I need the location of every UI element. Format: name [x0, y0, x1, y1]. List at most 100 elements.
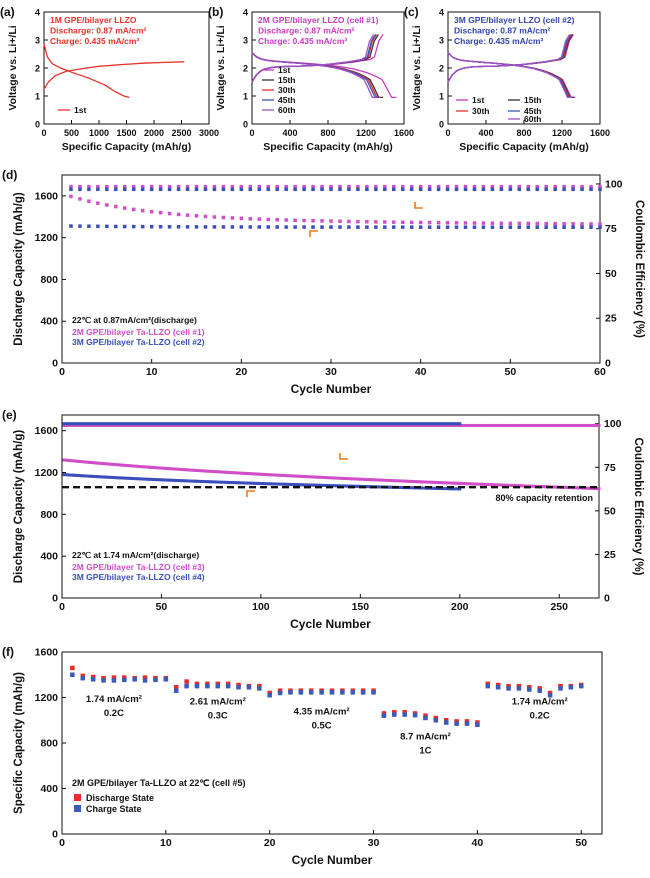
- capacity-point: [267, 473, 271, 477]
- capacity-point: [257, 225, 262, 229]
- capacity-point: [230, 225, 235, 229]
- capacity-point: [66, 473, 70, 477]
- efficiency-point: [410, 423, 414, 427]
- capacity-point: [442, 487, 446, 491]
- condition-note: 2M GPE/bilayer Ta-LLZO at 22℃ (cell #5): [72, 778, 246, 788]
- capacity-point: [486, 482, 490, 486]
- x-tick-label: 30: [368, 837, 380, 849]
- efficiency-point: [438, 423, 442, 427]
- capacity-point: [165, 467, 169, 471]
- capacity-point: [243, 481, 247, 485]
- efficiency-point: [275, 423, 279, 427]
- capacity-point: [149, 224, 154, 229]
- x-tick-label: 1200: [552, 128, 572, 138]
- capacity-point: [498, 483, 502, 487]
- capacity-point: [422, 480, 426, 484]
- efficiency-point: [436, 187, 441, 192]
- y-tick-label: 400: [40, 316, 58, 328]
- efficiency-point: [271, 423, 275, 427]
- capacity-point: [153, 466, 157, 470]
- efficiency-point: [406, 422, 410, 426]
- capacity-point: [203, 214, 208, 219]
- capacity-point: [383, 220, 387, 224]
- efficiency-point: [392, 184, 396, 189]
- efficiency-point: [342, 423, 346, 427]
- efficiency-point: [293, 423, 297, 427]
- efficiency-point: [293, 184, 297, 189]
- efficiency-point: [275, 422, 279, 426]
- efficiency-point: [158, 187, 163, 192]
- efficiency-point: [354, 423, 358, 427]
- efficiency-point: [82, 422, 86, 426]
- efficiency-point: [366, 423, 370, 427]
- capacity-point: [440, 487, 444, 491]
- capacity-point: [285, 474, 289, 478]
- efficiency-point: [243, 423, 247, 427]
- capacity-point: [456, 481, 460, 485]
- efficiency-point: [544, 187, 548, 192]
- efficiency-point: [598, 184, 602, 189]
- capacity-point: [215, 470, 219, 474]
- efficiency-point: [508, 187, 513, 192]
- efficiency-point: [287, 423, 291, 427]
- efficiency-point: [136, 422, 140, 426]
- efficiency-point: [317, 422, 321, 426]
- arrow-capacity-axis: [309, 230, 318, 237]
- efficiency-point: [344, 422, 348, 426]
- capacity-point: [98, 475, 102, 479]
- capacity-point: [72, 459, 76, 463]
- capacity-point: [420, 486, 424, 490]
- efficiency-point: [492, 423, 496, 427]
- capacity-point: [207, 480, 211, 484]
- efficiency-point: [251, 423, 255, 427]
- capacity-point: [88, 474, 92, 478]
- efficiency-point: [146, 422, 150, 426]
- capacity-point: [321, 475, 325, 479]
- efficiency-point: [544, 184, 548, 189]
- y-axis-label: Voltage vs. Li+/Li: [215, 25, 227, 110]
- efficiency-point: [209, 422, 213, 426]
- x-tick-label: 3000: [199, 128, 219, 138]
- charge-point: [236, 685, 241, 690]
- y-tick-label: 4: [35, 8, 40, 18]
- capacity-point: [68, 473, 72, 477]
- efficiency-point: [275, 184, 279, 189]
- efficiency-point: [329, 423, 332, 427]
- efficiency-point: [159, 422, 163, 426]
- efficiency-point: [163, 422, 167, 426]
- efficiency-point: [311, 422, 315, 426]
- efficiency-point: [90, 423, 94, 427]
- rate-c-label: 0.5C: [312, 721, 332, 732]
- capacity-point: [404, 479, 408, 483]
- capacity-point: [189, 468, 193, 472]
- efficiency-point: [167, 423, 171, 427]
- efficiency-point: [490, 184, 495, 189]
- efficiency-point: [388, 423, 392, 427]
- x-tick-label: 40: [472, 837, 484, 849]
- capacity-point: [330, 476, 334, 480]
- capacity-point: [319, 475, 323, 479]
- efficiency-point: [80, 423, 84, 427]
- x-tick-label: 500: [64, 128, 79, 138]
- legend-label: 45th: [524, 106, 541, 116]
- efficiency-point: [233, 422, 237, 426]
- legend-label: 3M GPE/bilayer Ta-LLZO (cell #4): [72, 572, 205, 582]
- capacity-point: [338, 219, 342, 224]
- efficiency-point: [450, 423, 454, 427]
- capacity-point: [374, 225, 378, 229]
- capacity-point: [438, 481, 442, 485]
- efficiency-point: [472, 187, 477, 192]
- efficiency-point: [205, 422, 209, 426]
- efficiency-point: [313, 423, 317, 427]
- efficiency-point: [329, 187, 333, 192]
- efficiency-point: [515, 423, 519, 427]
- capacity-point: [438, 486, 442, 490]
- capacity-point: [440, 481, 444, 485]
- capacity-point: [356, 484, 360, 488]
- discharge-point: [257, 683, 262, 689]
- capacity-point: [66, 458, 70, 462]
- capacity-point: [114, 476, 118, 480]
- efficiency-point: [177, 423, 181, 427]
- capacity-point: [126, 464, 130, 468]
- x-tick-label: 10: [160, 837, 172, 849]
